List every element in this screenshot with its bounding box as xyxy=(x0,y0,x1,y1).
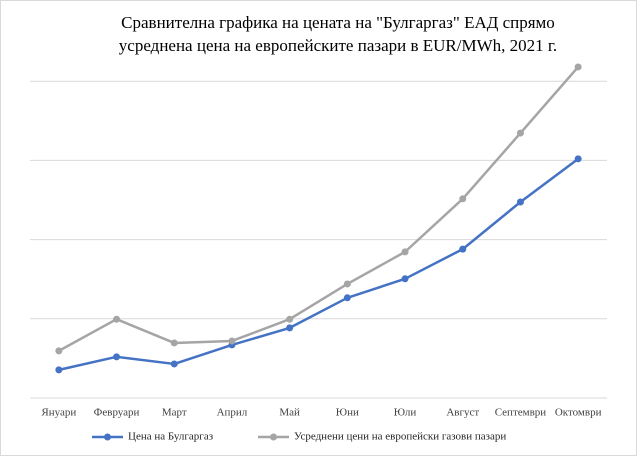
point xyxy=(516,198,524,206)
x-tick-label: Юли xyxy=(394,407,417,419)
legend-label: Усреднени цени на европейски газови паза… xyxy=(294,431,506,443)
point xyxy=(228,337,236,345)
series-line xyxy=(58,66,580,352)
legend-marker xyxy=(104,433,111,441)
legend-marker xyxy=(270,433,277,441)
chart-title: усреднена цена на европейските пазари в … xyxy=(119,36,557,55)
point xyxy=(401,248,409,256)
point xyxy=(459,245,467,253)
chart-title: Сравнителна графика на цената на "Булгар… xyxy=(121,13,555,32)
x-tick-label: Юни xyxy=(336,407,359,419)
x-tick-label: Април xyxy=(217,407,248,419)
point xyxy=(113,315,121,323)
point xyxy=(343,280,351,288)
x-tick-label: Септември xyxy=(495,407,547,419)
x-tick-label: Октомври xyxy=(555,407,602,419)
point xyxy=(55,347,63,355)
point xyxy=(286,315,294,323)
point xyxy=(401,275,409,283)
point xyxy=(516,129,524,137)
point xyxy=(55,366,63,374)
legend-label: Цена на Булгаргаз xyxy=(128,431,213,443)
x-tick-label: Януари xyxy=(41,407,76,419)
point xyxy=(343,294,351,302)
point xyxy=(170,360,178,368)
point xyxy=(459,195,467,203)
point xyxy=(113,353,121,361)
x-tick-label: Август xyxy=(446,407,479,419)
point xyxy=(574,63,582,71)
x-tick-label: Май xyxy=(279,407,300,419)
x-tick-label: Март xyxy=(162,407,187,419)
x-tick-label: Февруари xyxy=(94,407,140,419)
point xyxy=(574,155,582,163)
point xyxy=(170,339,178,347)
point xyxy=(286,324,294,332)
series-line xyxy=(58,157,579,372)
